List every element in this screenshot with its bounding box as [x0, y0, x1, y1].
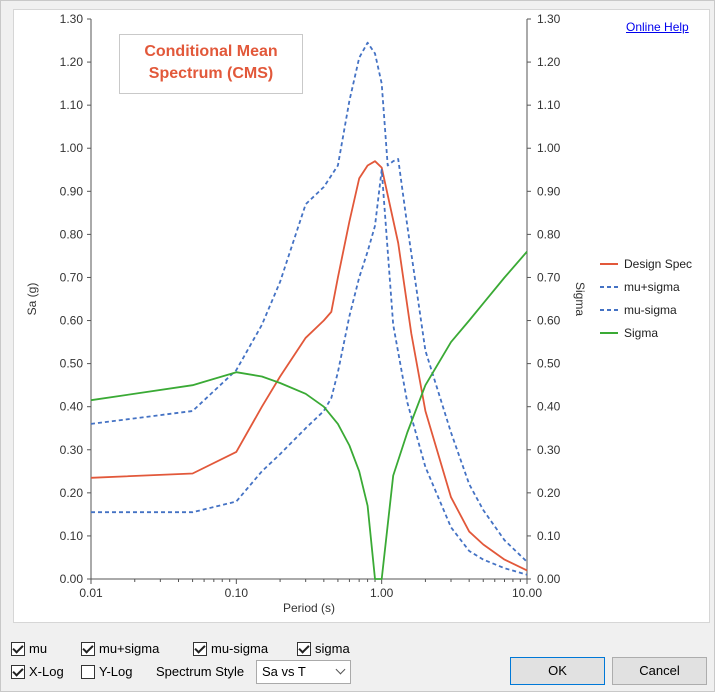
- cms-chart: 0.00 0.00 0.10 0.10 0.20 0.20 0.30 0.30 0.40 0.40…: [25, 12, 692, 615]
- y2-tick-label: 0.00: [537, 572, 561, 586]
- x-tick-label: 0.10: [225, 586, 249, 600]
- chevron-down-icon: [335, 664, 346, 675]
- mu-plus-sigma-check-icon[interactable]: [81, 641, 95, 656]
- y-tick-label: 0.60: [60, 314, 84, 328]
- y2-tick-label: 1.00: [537, 141, 561, 155]
- y-tick-label: 1.20: [60, 55, 84, 69]
- y2-tick-label: 1.30: [537, 12, 561, 26]
- spectrum-style-select[interactable]: Sa vs T: [256, 660, 351, 684]
- y-tick-label: 0.50: [60, 357, 84, 371]
- ok-button[interactable]: OK: [510, 657, 605, 685]
- series-line-design-spec: [90, 160, 528, 572]
- mu-minus-sigma-checkbox-label: mu-sigma: [211, 641, 269, 656]
- spectrum-style-value: Sa vs T: [262, 664, 306, 679]
- mu-plus-sigma-checkbox[interactable]: mu+sigma: [81, 641, 159, 656]
- y2-tick-label: 0.60: [537, 314, 561, 328]
- chart-title-line2: Spectrum (CMS): [148, 65, 274, 82]
- y2-tick-label: 1.10: [537, 98, 561, 112]
- mu-checkbox[interactable]: mu: [11, 641, 47, 656]
- sigma-checkbox[interactable]: sigma: [297, 641, 350, 656]
- sigma-check-icon[interactable]: [297, 641, 311, 656]
- sigma-checkbox-label: sigma: [315, 641, 350, 656]
- mu-plus-sigma-checkbox-label: mu+sigma: [99, 641, 160, 656]
- mu-minus-sigma-checkbox[interactable]: mu-sigma: [193, 641, 268, 656]
- y-tick-label: 0.30: [60, 443, 84, 457]
- y-tick-label: 0.00: [60, 572, 84, 586]
- y2-tick-label: 0.90: [537, 184, 561, 198]
- y-tick-label: 0.10: [60, 529, 84, 543]
- online-help-link[interactable]: Online Help: [626, 20, 689, 34]
- x-axis-label: Period (s): [283, 601, 335, 615]
- y2-tick-label: 1.20: [537, 55, 561, 69]
- legend-label: Sigma: [624, 326, 658, 340]
- y-tick-label: 1.10: [60, 98, 84, 112]
- y-tick-label: 0.70: [60, 270, 84, 284]
- y2-tick-label: 0.70: [537, 270, 561, 284]
- y-tick-label: 0.20: [60, 486, 84, 500]
- x-tick-label: 0.01: [79, 586, 103, 600]
- plot-panel: 0.00 0.00 0.10 0.10 0.20 0.20 0.30 0.30 0.40 0.40…: [13, 9, 710, 623]
- y2-tick-label: 0.30: [537, 443, 561, 457]
- y-tick-label: 0.90: [60, 184, 84, 198]
- y2-axis-label: Sigma: [573, 282, 587, 316]
- y2-tick-label: 0.10: [537, 529, 561, 543]
- xlog-checkbox-label: X-Log: [29, 664, 64, 679]
- y2-tick-label: 0.80: [537, 227, 561, 241]
- y-tick-label: 1.30: [60, 12, 84, 26]
- y-tick-label: 0.80: [60, 227, 84, 241]
- x-tick-label: 10.00: [512, 586, 542, 600]
- y2-tick-label: 0.50: [537, 357, 561, 371]
- mu-minus-sigma-check-icon[interactable]: [193, 641, 207, 656]
- mu-checkbox-label: mu: [29, 641, 48, 656]
- xlog-check-icon[interactable]: [11, 664, 25, 679]
- cancel-button[interactable]: Cancel: [612, 657, 707, 685]
- y2-tick-label: 0.40: [537, 400, 561, 414]
- x-tick-label: 1.00: [370, 586, 394, 600]
- chart-title-line1: Conditional Mean: [144, 43, 278, 60]
- y-tick-label: 0.40: [60, 400, 84, 414]
- spectrum-style-label-text: Spectrum Style: [156, 664, 245, 679]
- y-tick-label: 1.00: [60, 141, 84, 155]
- series-line-sigma: [90, 251, 528, 580]
- spectrum-style-label: Spectrum Style: [156, 664, 244, 679]
- mu-check-icon[interactable]: [11, 641, 25, 656]
- ylog-check-icon[interactable]: [81, 664, 95, 679]
- legend-label: mu+sigma: [624, 280, 680, 294]
- legend-label: Design Spec: [624, 257, 692, 271]
- ylog-checkbox-label: Y-Log: [99, 664, 133, 679]
- ylog-checkbox[interactable]: Y-Log: [81, 664, 133, 679]
- y2-tick-label: 0.20: [537, 486, 561, 500]
- legend-label: mu-sigma: [624, 303, 677, 317]
- xlog-checkbox[interactable]: X-Log: [11, 664, 64, 679]
- series-line-mu-sigma: [91, 168, 528, 576]
- chart-title-box: Conditional Mean Spectrum (CMS): [119, 34, 303, 94]
- y-axis-label: Sa (g): [25, 283, 39, 316]
- series-line-mu-sigma: [90, 41, 528, 563]
